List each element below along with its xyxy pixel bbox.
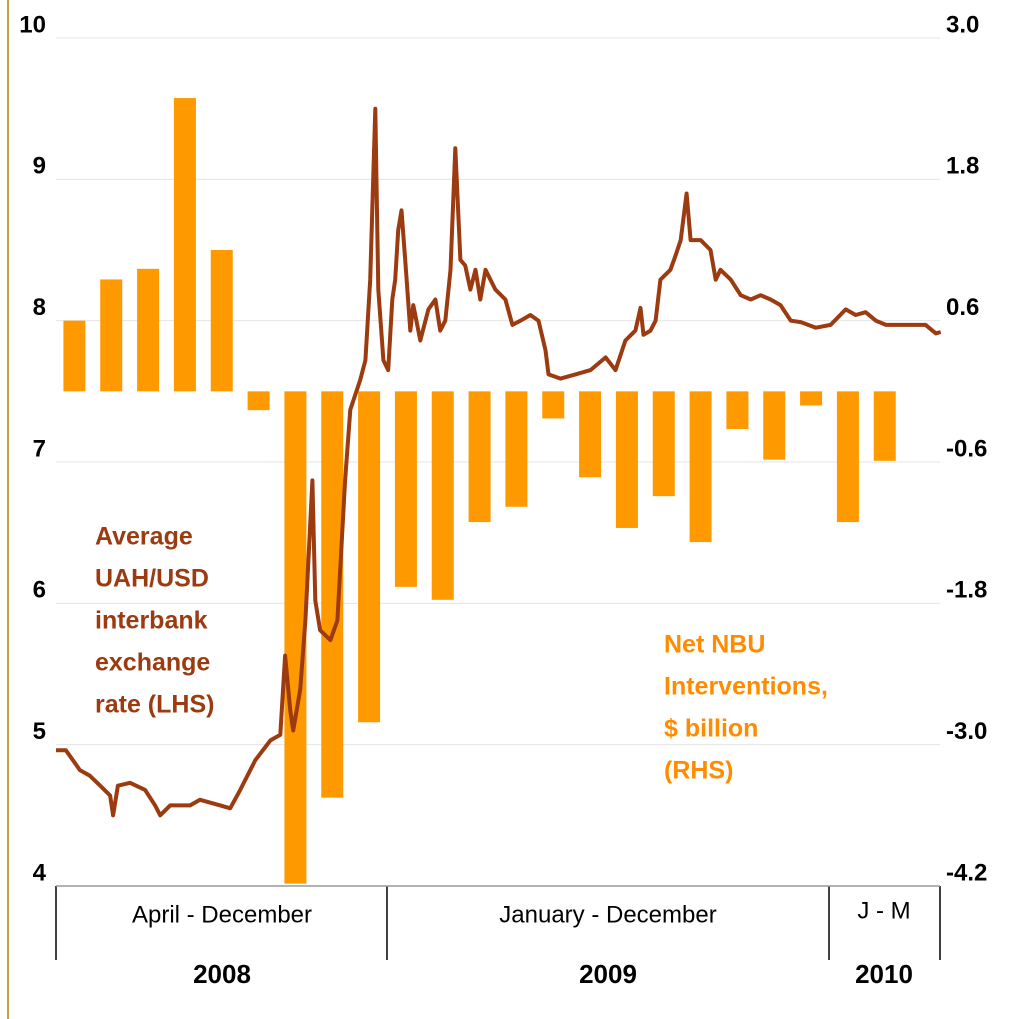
lhs-annotation: interbank xyxy=(95,607,208,635)
lhs-annotation: exchange xyxy=(95,649,210,677)
y2-tick-label: 3.0 xyxy=(946,11,979,38)
bar xyxy=(836,391,859,523)
lhs-annotation: rate (LHS) xyxy=(95,691,214,719)
y2-tick-label: 0.6 xyxy=(946,294,979,321)
bar xyxy=(800,391,823,406)
y-tick-label: 6 xyxy=(33,577,46,604)
lhs-annotation: Average xyxy=(95,523,193,551)
bar xyxy=(505,391,528,507)
rhs-annotation: (RHS) xyxy=(664,757,733,785)
y-tick-label: 9 xyxy=(33,153,46,180)
y2-tick-label: -3.0 xyxy=(946,718,987,745)
y-tick-label: 5 xyxy=(33,718,46,745)
y2-tick-label: -4.2 xyxy=(946,859,987,886)
y-tick-label: 4 xyxy=(33,859,47,886)
bar xyxy=(542,391,565,419)
bar xyxy=(358,391,381,723)
y2-tick-label: -1.8 xyxy=(946,577,987,604)
bar xyxy=(652,391,675,497)
period-year: 2009 xyxy=(579,959,637,989)
bar xyxy=(873,391,896,461)
lhs-annotation: UAH/USD xyxy=(95,565,209,593)
bar xyxy=(210,250,233,392)
period-label: J - M xyxy=(857,897,910,924)
bar xyxy=(100,279,123,392)
period-label: April - December xyxy=(132,901,312,928)
bar xyxy=(284,391,307,884)
bar xyxy=(137,268,160,392)
y2-tick-label: 1.8 xyxy=(946,153,979,180)
y-tick-label: 7 xyxy=(33,435,46,462)
bar xyxy=(763,391,786,460)
period-year: 2010 xyxy=(855,959,913,989)
rhs-annotation: $ billion xyxy=(664,715,758,743)
bar xyxy=(726,391,749,430)
rhs-annotation: Net NBU xyxy=(664,631,765,659)
y-tick-label: 8 xyxy=(33,294,46,321)
bar xyxy=(689,391,712,543)
bar xyxy=(173,98,196,392)
y-tick-label: 10 xyxy=(19,11,46,38)
y2-tick-label: -0.6 xyxy=(946,435,987,462)
rhs-annotation: Interventions, xyxy=(664,673,828,701)
rate-line xyxy=(56,106,942,818)
bar xyxy=(615,391,638,528)
period-year: 2008 xyxy=(193,959,251,989)
bar xyxy=(431,391,454,600)
bar xyxy=(579,391,602,478)
period-label: January - December xyxy=(499,901,716,928)
bar xyxy=(63,320,86,392)
bar xyxy=(468,391,491,523)
bar xyxy=(394,391,417,587)
bar xyxy=(321,391,344,798)
bar xyxy=(247,391,270,411)
